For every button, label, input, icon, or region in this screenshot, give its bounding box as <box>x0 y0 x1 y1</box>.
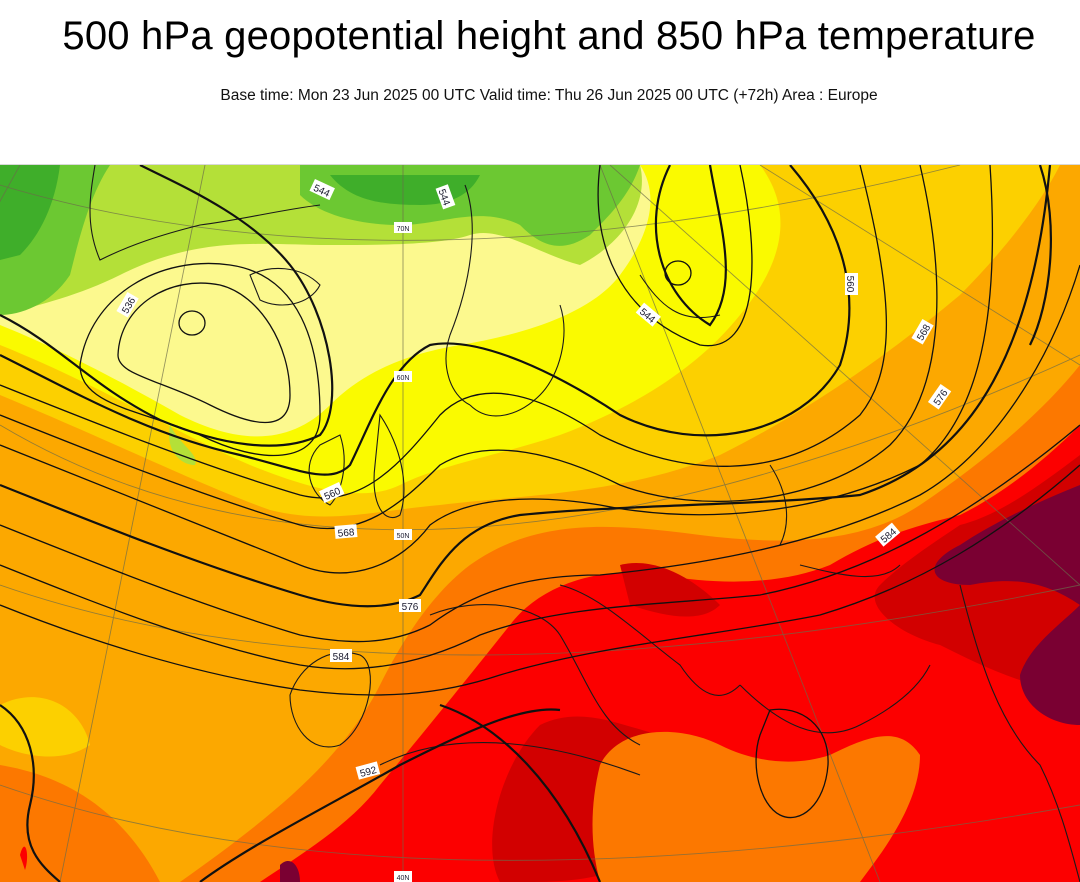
contour-label: 576 <box>399 599 421 613</box>
svg-text:560: 560 <box>844 276 855 293</box>
chart-subtitle: Base time: Mon 23 Jun 2025 00 UTC Valid … <box>220 87 878 104</box>
contour-label: 560 <box>844 273 858 295</box>
contour-labels: 536 544 544 544 560 560 568 568 576 576 … <box>116 179 952 780</box>
svg-text:60N: 60N <box>397 375 410 382</box>
svg-text:592: 592 <box>359 765 378 780</box>
contour-label: 592 <box>355 761 381 780</box>
temperature-shading <box>0 165 1080 882</box>
latitude-label: 60N <box>394 371 412 382</box>
map-canvas: 536 544 544 544 560 560 568 568 576 576 … <box>0 165 1080 882</box>
svg-text:70N: 70N <box>397 226 410 233</box>
svg-text:576: 576 <box>402 602 419 613</box>
chart-header: 500 hPa geopotential height and 850 hPa … <box>0 0 1080 164</box>
svg-text:568: 568 <box>337 527 355 539</box>
contour-label: 584 <box>330 649 352 663</box>
latitude-label: 70N <box>394 222 412 233</box>
svg-text:584: 584 <box>333 652 350 663</box>
weather-map: 536 544 544 544 560 560 568 568 576 576 … <box>0 164 1080 882</box>
svg-text:40N: 40N <box>397 875 410 882</box>
contour-label: 568 <box>334 524 358 540</box>
latitude-label: 50N <box>394 529 412 540</box>
coastlines <box>89 165 1080 882</box>
graticule <box>0 165 1080 882</box>
latitude-label: 40N <box>394 871 412 882</box>
geopotential-contours <box>0 165 1080 882</box>
svg-text:50N: 50N <box>397 533 410 540</box>
latitude-labels: 70N 60N 50N 40N <box>394 222 412 882</box>
chart-title: 500 hPa geopotential height and 850 hPa … <box>62 14 1036 58</box>
